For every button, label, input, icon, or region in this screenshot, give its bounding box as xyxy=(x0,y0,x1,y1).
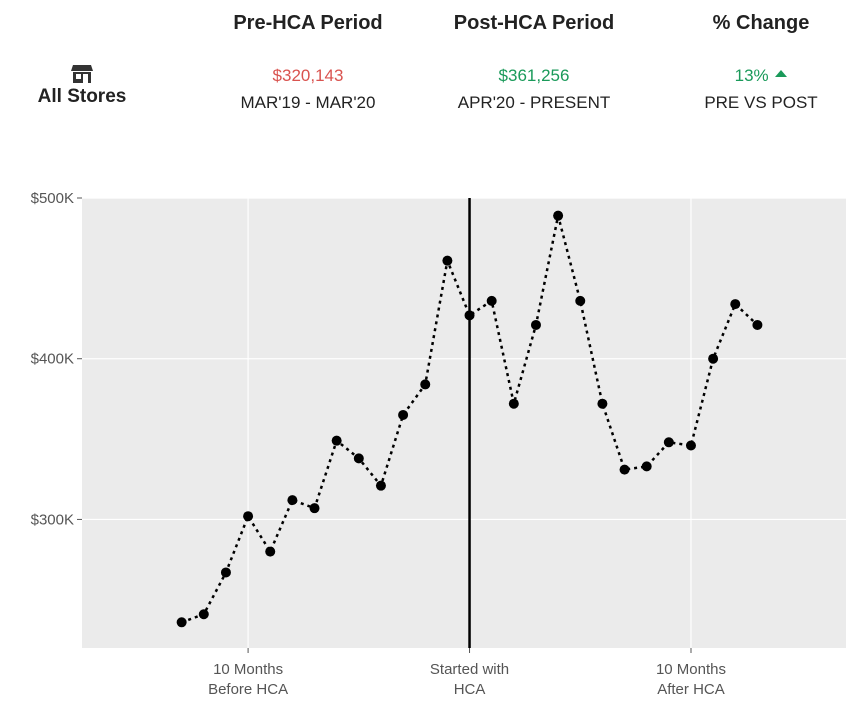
post-period-range: APR'20 - PRESENT xyxy=(457,93,611,112)
data-point-21[interactable] xyxy=(641,461,652,472)
triangle-up-icon xyxy=(775,70,788,77)
sales-line-chart: $300K $400K $500K 10 Months Before HCA Start… xyxy=(0,180,859,716)
data-point-2[interactable] xyxy=(220,567,231,578)
data-point-26[interactable] xyxy=(752,319,763,330)
chart-svg: $300K $400K $500K 10 Months Before HCA Start… xyxy=(31,190,846,698)
change-value-wrap: 13% xyxy=(651,66,859,86)
data-point-19[interactable] xyxy=(597,398,608,409)
data-point-11[interactable] xyxy=(420,379,431,390)
pre-period-range: MAR'19 - MAR'20 xyxy=(240,93,376,112)
y-tick-label-2: $500K xyxy=(31,190,74,207)
data-point-10[interactable] xyxy=(398,409,409,420)
summary-header: All Stores Pre-HCA Period Post-HCA Perio… xyxy=(0,0,859,140)
pre-period-title: Pre-HCA Period xyxy=(233,12,383,34)
data-point-4[interactable] xyxy=(265,546,276,557)
x-tick-label-1-line-1: HCA xyxy=(454,681,486,698)
y-tick-label-1: $400K xyxy=(31,351,74,368)
data-point-16[interactable] xyxy=(530,319,541,330)
store-label: All Stores xyxy=(37,86,127,107)
data-point-25[interactable] xyxy=(730,299,741,310)
data-point-0[interactable] xyxy=(176,617,187,628)
data-point-7[interactable] xyxy=(331,435,342,446)
y-tick-label-0: $300K xyxy=(31,511,74,528)
change-title: % Change xyxy=(712,12,810,34)
data-points xyxy=(176,210,763,628)
data-point-6[interactable] xyxy=(309,503,320,514)
data-point-1[interactable] xyxy=(198,609,209,620)
data-point-15[interactable] xyxy=(508,398,519,409)
x-tick-label-0-line-1: Before HCA xyxy=(208,681,288,698)
data-point-20[interactable] xyxy=(619,464,630,475)
x-tick-label-0-line-0: 10 Months xyxy=(213,661,283,678)
store-selector[interactable]: All Stores xyxy=(22,64,142,108)
change-value: 13% xyxy=(734,66,769,85)
data-point-13[interactable] xyxy=(464,310,475,321)
x-tick-label-2-line-1: After HCA xyxy=(657,681,725,698)
change-label: PRE VS POST xyxy=(704,93,818,112)
post-period-title: Post-HCA Period xyxy=(453,12,615,34)
post-period-value: $361,256 xyxy=(498,66,570,85)
x-tick-label-1-line-0: Started with xyxy=(430,661,509,678)
data-point-5[interactable] xyxy=(287,495,298,506)
plot-background xyxy=(82,198,846,648)
x-axis: 10 Months Before HCA Started with HCA 10 Mon… xyxy=(208,648,726,698)
data-point-17[interactable] xyxy=(553,210,564,221)
pre-period-value: $320,143 xyxy=(272,66,344,85)
y-axis: $300K $400K $500K xyxy=(31,190,82,528)
series-line xyxy=(181,215,759,624)
x-tick-label-2-line-0: 10 Months xyxy=(656,661,726,678)
data-point-3[interactable] xyxy=(243,511,254,522)
data-point-9[interactable] xyxy=(375,480,386,491)
data-point-23[interactable] xyxy=(685,440,696,451)
store-icon xyxy=(71,65,93,83)
data-point-14[interactable] xyxy=(486,295,497,306)
data-point-8[interactable] xyxy=(353,453,364,464)
data-point-24[interactable] xyxy=(708,353,719,364)
data-point-22[interactable] xyxy=(663,437,674,448)
data-point-18[interactable] xyxy=(575,295,586,306)
data-point-12[interactable] xyxy=(442,255,453,266)
